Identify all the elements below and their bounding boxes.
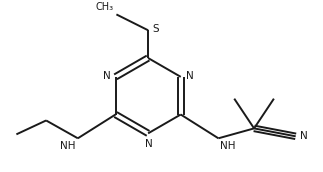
Text: NH: NH <box>220 141 236 151</box>
Text: CH₃: CH₃ <box>95 2 113 12</box>
Text: N: N <box>103 71 110 81</box>
Text: N: N <box>300 131 307 141</box>
Text: S: S <box>152 24 159 34</box>
Text: N: N <box>186 71 193 81</box>
Text: NH: NH <box>60 141 76 151</box>
Text: N: N <box>145 139 153 149</box>
